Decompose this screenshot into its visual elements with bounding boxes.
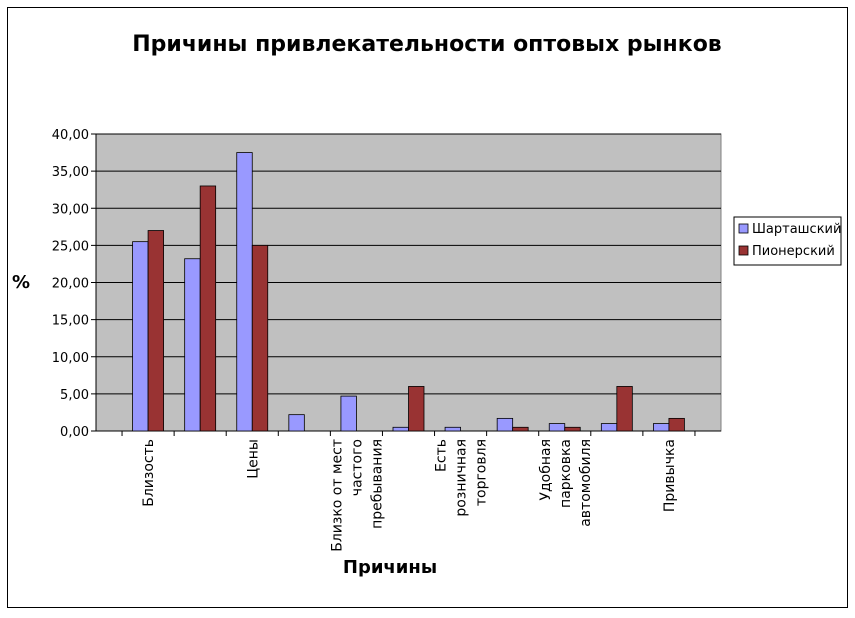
x-category-label: пребывания	[369, 439, 385, 529]
x-category-label: Есть	[434, 439, 450, 472]
y-tick-label: 40,00	[52, 128, 89, 143]
bar	[548, 423, 566, 432]
legend-label: Пионерский	[752, 244, 835, 259]
plot-area: 0,00 5,00 10,00 15,00 20,00 25,00 30,00 35,00 40…	[52, 128, 722, 552]
x-category-label: автомобиля	[578, 439, 594, 527]
y-tick-label: 20,00	[52, 277, 89, 292]
x-category-label: Близко от мест	[329, 439, 345, 552]
x-category-label: розничная	[454, 439, 470, 517]
y-tick-label: 10,00	[52, 351, 89, 366]
bar	[184, 258, 201, 432]
bar	[340, 395, 357, 432]
x-category-label: частого	[349, 439, 365, 496]
legend-swatch	[738, 245, 749, 256]
bar	[496, 417, 514, 432]
bar	[616, 386, 633, 432]
y-axis-title: %	[12, 272, 30, 293]
x-category-label: торговля	[474, 439, 490, 506]
y-tick-label: 35,00	[52, 165, 89, 180]
y-tick-label: 15,00	[52, 314, 89, 329]
x-axis-title: Причины	[343, 557, 437, 578]
legend: Шарташский Пионерский	[733, 216, 842, 266]
bar	[600, 423, 618, 432]
bar	[147, 230, 164, 432]
legend-box	[733, 216, 842, 266]
legend-swatch	[738, 223, 749, 234]
x-category-label: Привычка	[662, 439, 678, 512]
bar	[408, 386, 425, 432]
y-tick-label: 30,00	[52, 202, 89, 217]
x-category-label: Цены	[245, 439, 261, 479]
chart-title: Причины привлекательности оптовых рынков	[132, 32, 721, 57]
y-tick-label: 25,00	[52, 239, 89, 254]
bar	[132, 241, 149, 432]
y-tick-label: 0,00	[60, 425, 89, 440]
legend-label: Шарташский	[752, 222, 841, 237]
bar	[288, 414, 305, 432]
bar	[251, 244, 269, 432]
bar	[236, 152, 253, 432]
bar	[444, 426, 461, 432]
x-category-label: Удобная	[538, 439, 554, 501]
x-category-label: парковка	[558, 439, 574, 508]
bar	[653, 423, 670, 432]
bar	[199, 185, 217, 432]
bar	[668, 417, 685, 432]
bar	[564, 426, 581, 432]
bar	[392, 426, 409, 432]
y-tick-label: 5,00	[60, 388, 89, 403]
x-category-label: Близость	[141, 439, 157, 507]
bar	[512, 426, 529, 432]
